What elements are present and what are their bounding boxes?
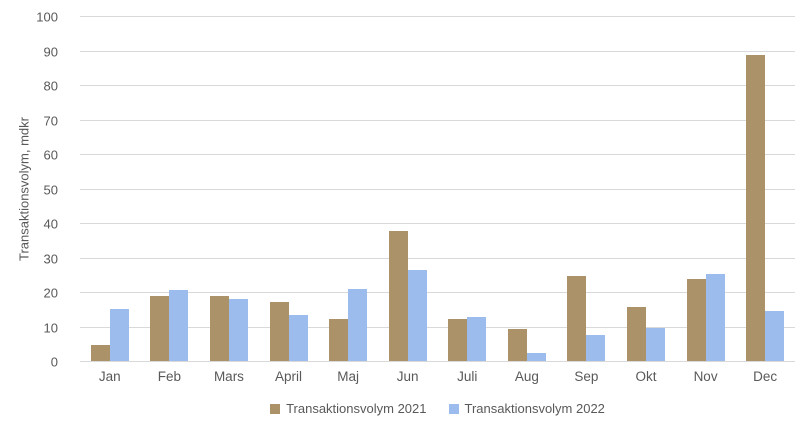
bar-2021-okt xyxy=(626,306,646,362)
bar-2022-feb xyxy=(169,289,189,362)
bar-2022-maj xyxy=(348,288,368,362)
plot-area xyxy=(80,16,795,362)
bar-2022-mars xyxy=(228,298,248,362)
x-tick-label-juli: Juli xyxy=(457,369,478,384)
bar-group-sep xyxy=(557,17,617,362)
bar-group-nov xyxy=(676,17,736,362)
legend-swatch-2021 xyxy=(270,403,281,414)
y-tick-label-0: 0 xyxy=(50,354,58,370)
bar-2022-jan xyxy=(109,308,129,362)
bar-2022-sep xyxy=(586,335,606,362)
y-tick-label-70: 70 xyxy=(43,113,58,128)
legend-item-2022: Transaktionsvolym 2022 xyxy=(448,401,605,416)
x-tick-label-feb: Feb xyxy=(157,369,181,384)
legend-swatch-2022 xyxy=(448,403,459,414)
y-tick-label-20: 20 xyxy=(43,285,58,301)
gridline-80 xyxy=(80,85,795,86)
bar-group-jan xyxy=(80,17,140,362)
gridline-70 xyxy=(80,119,795,121)
bar-group-okt xyxy=(616,17,676,362)
gridline-10 xyxy=(80,326,795,328)
gridline-100 xyxy=(80,16,795,17)
gridline-90 xyxy=(80,50,795,52)
y-tick-label-10: 10 xyxy=(43,320,58,335)
bar-group-dec xyxy=(735,17,795,362)
x-tick-label-mars: Mars xyxy=(213,369,244,384)
bar-group-mars xyxy=(199,17,259,362)
bar-2021-sep xyxy=(567,275,587,362)
gridline-40 xyxy=(80,223,795,224)
bar-2021-juli xyxy=(448,318,468,362)
bar-2021-dec xyxy=(746,54,766,362)
bar-group-feb xyxy=(140,17,200,362)
legend-label-2021: Transaktionsvolym 2021 xyxy=(286,401,427,416)
y-tick-label-100: 100 xyxy=(36,9,58,25)
bar-2021-jan xyxy=(90,344,110,362)
bar-2022-aug xyxy=(526,352,546,362)
x-tick-label-maj: Maj xyxy=(337,369,359,384)
x-axis-labels: Jan Feb Mars April Maj Jun Juli Aug Sep Okt Nov Dec xyxy=(80,369,795,384)
bar-group-aug xyxy=(497,17,557,362)
gridline-20 xyxy=(80,292,795,293)
x-tick-label-april: April xyxy=(275,369,303,384)
legend-item-2021: Transaktionsvolym 2021 xyxy=(270,401,427,416)
x-tick-label-aug: Aug xyxy=(514,369,539,384)
x-tick-label-okt: Okt xyxy=(635,369,657,384)
bar-group-april xyxy=(259,17,319,362)
x-tick-label-nov: Nov xyxy=(693,369,718,384)
bar-2021-maj xyxy=(329,318,349,362)
legend-label-2022: Transaktionsvolym 2022 xyxy=(464,401,605,416)
bar-group-jun xyxy=(378,17,438,362)
y-tick-label-80: 80 xyxy=(43,78,58,94)
bar-2022-april xyxy=(288,314,308,362)
bar-2021-nov xyxy=(686,279,706,362)
bar-2022-okt xyxy=(645,327,665,362)
x-axis-line xyxy=(80,361,795,362)
bar-2022-jun xyxy=(407,269,427,362)
gridline-60 xyxy=(80,154,795,155)
legend: Transaktionsvolym 2021 Transaktionsvolym… xyxy=(80,401,795,416)
gridline-30 xyxy=(80,257,795,259)
bar-2021-april xyxy=(269,301,289,362)
bar-2021-mars xyxy=(209,296,229,362)
bars-layer xyxy=(80,17,795,362)
y-tick-label-60: 60 xyxy=(43,147,58,163)
bar-group-juli xyxy=(437,17,497,362)
y-tick-label-90: 90 xyxy=(43,44,58,59)
bar-2022-nov xyxy=(705,274,725,362)
gridline-50 xyxy=(80,188,795,190)
bar-2021-feb xyxy=(150,296,170,362)
bar-2022-dec xyxy=(765,311,785,362)
bar-2021-jun xyxy=(388,230,408,362)
y-tick-label-40: 40 xyxy=(43,216,58,232)
y-tick-label-30: 30 xyxy=(43,251,58,266)
x-tick-label-sep: Sep xyxy=(574,369,599,384)
bar-2022-juli xyxy=(467,316,487,362)
x-tick-label-jun: Jun xyxy=(396,369,419,384)
bar-2021-aug xyxy=(507,329,527,362)
y-tick-label-50: 50 xyxy=(43,182,58,197)
bar-group-maj xyxy=(318,17,378,362)
x-tick-label-dec: Dec xyxy=(753,369,778,384)
x-tick-label-jan: Jan xyxy=(98,369,121,384)
